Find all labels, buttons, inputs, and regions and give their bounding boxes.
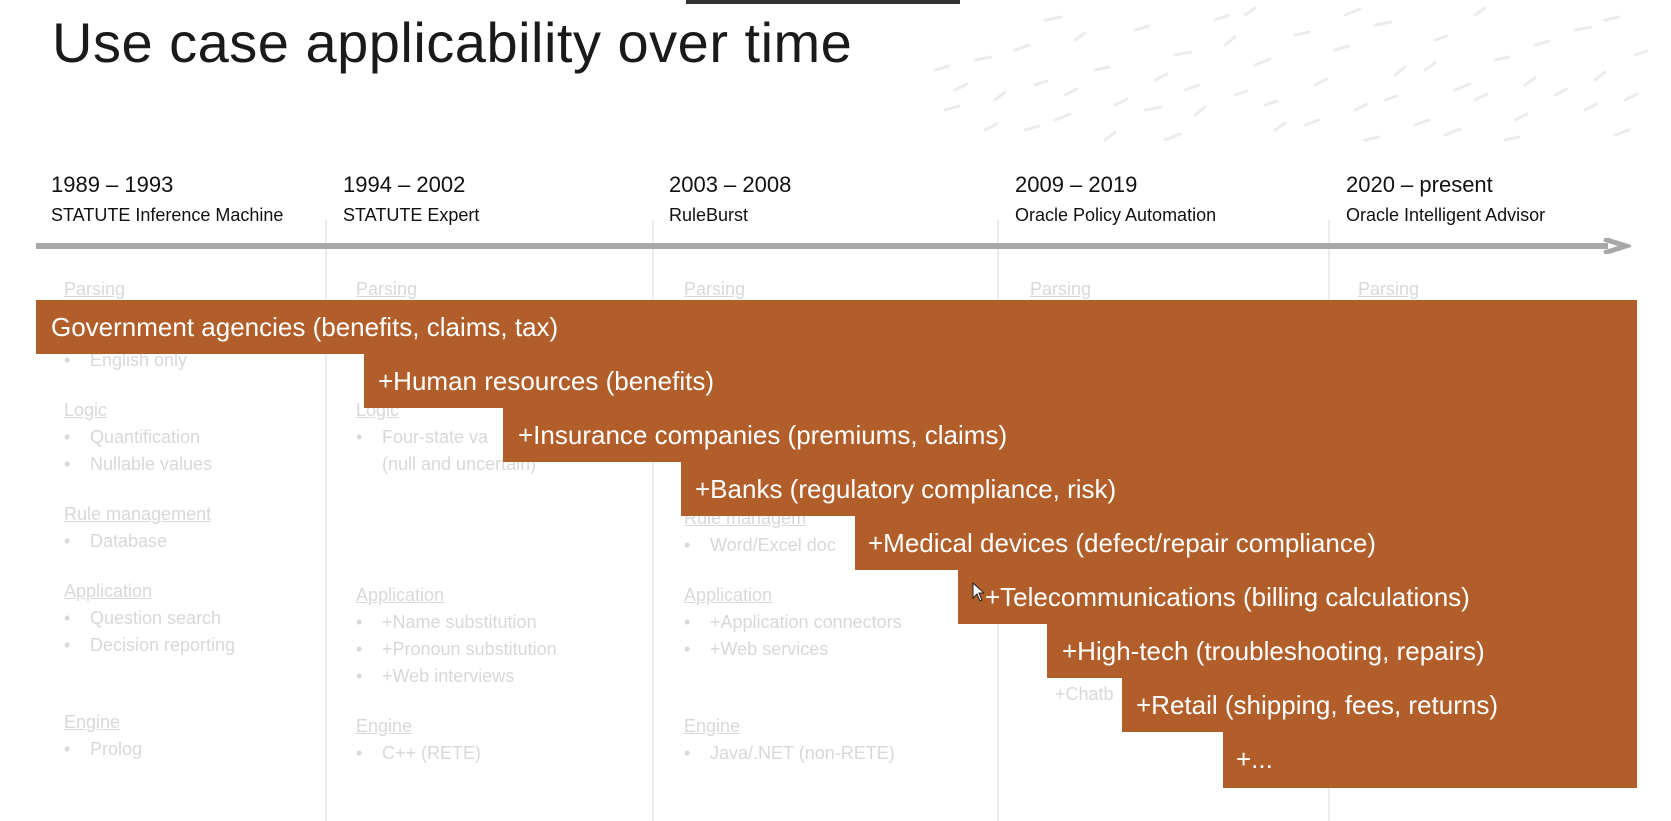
ghost-bullet: +Application connectors [684, 609, 902, 636]
ghost-heading: Parsing [356, 279, 418, 299]
use-case-band: +Insurance companies (premiums, claims) [503, 408, 1637, 462]
use-case-band: +Banks (regulatory compliance, risk) [681, 462, 1637, 516]
ghost-heading: Rule management [64, 504, 212, 524]
ghost-bullet: +Name substitution [356, 609, 557, 636]
era-2020-present: 2020 – present Oracle Intelligent Adviso… [1346, 172, 1545, 228]
decorative-texture [933, 6, 1649, 142]
use-case-band: +... [1223, 732, 1637, 788]
arrow-right-icon [1603, 238, 1631, 254]
ghost-heading: Parsing [1030, 279, 1092, 299]
ghost-heading: Parsing [64, 279, 126, 299]
ghost-heading: Engine [684, 716, 741, 736]
timeline-arrow [36, 238, 1631, 254]
era-divider [652, 220, 654, 821]
ghost-bullet: Four-state va [356, 424, 557, 451]
mouse-pointer-icon [972, 582, 984, 602]
use-case-band: +Human resources (benefits) [364, 354, 1637, 408]
ghost-heading: Parsing [1358, 279, 1420, 299]
top-accent-bar [686, 0, 960, 4]
era-product: Oracle Policy Automation [1015, 205, 1217, 225]
ghost-heading: Application [356, 585, 445, 605]
era-1994-2002: 1994 – 2002 STATUTE Expert [343, 172, 479, 228]
ghost-heading: Application [64, 581, 153, 601]
ghost-bullet: +Web services [684, 636, 902, 663]
ghost-text: (null and uncertain) [382, 454, 537, 474]
era-years: 1989 – 1993 [51, 172, 174, 197]
use-case-band: +Medical devices (defect/repair complian… [855, 516, 1637, 570]
use-case-band: +Telecommunications (billing calculation… [958, 570, 1637, 624]
ghost-bullet: Word/Excel doc [684, 532, 902, 559]
ghost-bullet: Database [64, 528, 235, 555]
era-years: 2009 – 2019 [1015, 172, 1138, 197]
ghost-bullet: Question search [64, 605, 235, 632]
ghost-column-1: Parsing English only Logic Quantificatio… [64, 276, 235, 763]
ghost-bullet: Java/.NET (non-RETE) [684, 740, 902, 767]
era-product: Oracle Intelligent Advisor [1346, 205, 1546, 225]
era-years: 1994 – 2002 [343, 172, 466, 197]
ghost-heading: Engine [356, 716, 413, 736]
era-product: STATUTE Inference Machine [51, 205, 284, 225]
era-product: STATUTE Expert [343, 205, 480, 225]
ghost-bullet: English only [64, 347, 235, 374]
ghost-column-4: Parsing [1030, 276, 1091, 303]
era-years: 2003 – 2008 [669, 172, 792, 197]
era-2009-2019: 2009 – 2019 Oracle Policy Automation [1015, 172, 1216, 228]
use-case-band: +Retail (shipping, fees, returns) [1122, 678, 1637, 732]
ghost-bullet: +Web interviews [356, 663, 557, 690]
era-years: 2020 – present [1346, 172, 1493, 197]
ghost-bullet: Prolog [64, 736, 235, 763]
ghost-column-3: Parsing Rule managem Word/Excel doc Appl… [684, 276, 902, 767]
era-divider [325, 220, 327, 821]
era-product: RuleBurst [669, 205, 749, 225]
ghost-heading: Engine [64, 712, 121, 732]
ghost-text-chatbot: +Chatb [1055, 684, 1114, 704]
timeline-line [36, 243, 1608, 249]
use-case-band: +High-tech (troubleshooting, repairs) [1047, 624, 1637, 678]
ghost-column-5: Parsing [1358, 276, 1419, 303]
use-case-band: Government agencies (benefits, claims, t… [36, 300, 1637, 354]
ghost-column-2: Parsing Logic Four-state va (null and un… [356, 276, 557, 767]
ghost-bullet: Quantification [64, 424, 235, 451]
era-2003-2008: 2003 – 2008 RuleBurst [669, 172, 791, 228]
ghost-bullet: C++ (RETE) [356, 740, 557, 767]
ghost-heading: Parsing [684, 279, 746, 299]
ghost-bullet: Decision reporting [64, 632, 235, 659]
ghost-heading: Application [684, 585, 773, 605]
ghost-bullet: Nullable values [64, 451, 235, 478]
slide-title: Use case applicability over time [52, 11, 853, 74]
ghost-heading: Logic [64, 400, 108, 420]
ghost-bullet: +Pronoun substitution [356, 636, 557, 663]
era-1989-1993: 1989 – 1993 STATUTE Inference Machine [51, 172, 283, 228]
